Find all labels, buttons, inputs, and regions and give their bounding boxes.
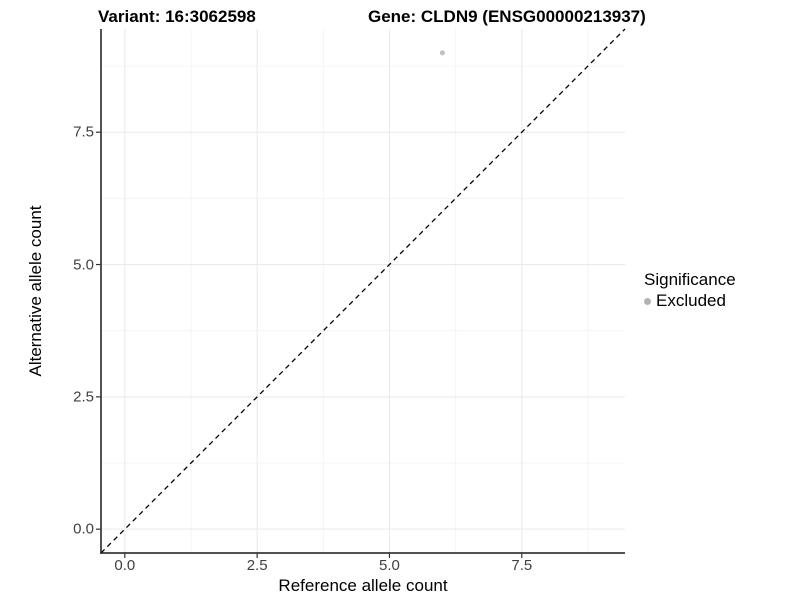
x-tick-label: 0.0 [114,557,136,574]
x-tick-label: 5.0 [379,557,400,574]
y-tick-label: 0.0 [73,520,94,538]
legend-entry-label: Excluded [656,291,726,310]
x-axis-label: Reference allele count [278,576,448,595]
x-tick-label: 7.5 [511,557,533,574]
legend-title: Significance [644,270,736,289]
legend-point-icon [644,297,651,305]
y-tick-label: 2.5 [73,388,94,406]
gene-title: Gene: CLDN9 (ENSG00000213937) [368,7,646,26]
variant-title: Variant: 16:3062598 [98,7,256,26]
y-tick-label: 5.0 [73,256,94,274]
y-axis-label: Alternative allele count [26,205,45,377]
data-point [439,50,445,56]
y-tick-label: 7.5 [73,123,94,141]
legend: Significance Excluded [644,269,736,312]
x-tick-label: 2.5 [246,557,268,574]
legend-entry-excluded: Excluded [644,290,736,312]
identity-line [100,28,626,554]
